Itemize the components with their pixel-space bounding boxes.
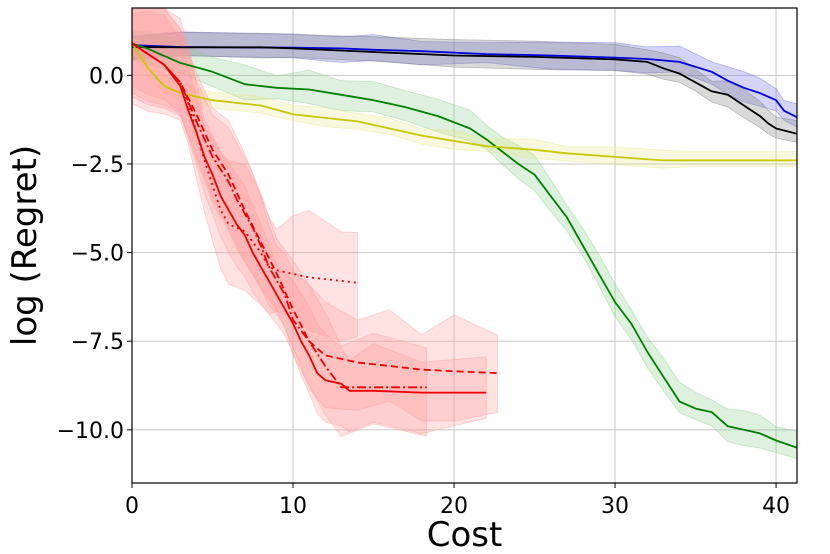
x-tick-label: 30 (601, 494, 629, 519)
x-tick-label: 10 (279, 494, 307, 519)
x-tick-label: 20 (440, 494, 468, 519)
x-tick-label: 0 (125, 494, 139, 519)
line-yellow (131, 42, 797, 162)
band-red-solid (131, 11, 487, 435)
band-red-dashdot (131, 7, 428, 437)
band-red-dotted (131, 7, 358, 342)
y-tick-label: −10.0 (57, 419, 124, 444)
line-green (131, 42, 798, 449)
plot-frame (131, 7, 798, 484)
line-black (131, 46, 798, 135)
y-tick-label: −2.5 (71, 153, 124, 178)
axis-ticks: 0 10 20 30 40 0.0 −2.5 −5.0 −7.5 −10.0 (57, 64, 790, 519)
y-tick-label: −7.5 (71, 330, 124, 355)
line-red-dashed (131, 42, 498, 374)
line-red-solid (131, 42, 487, 394)
y-axis-title: log (Regret) (5, 145, 45, 346)
y-tick-label: 0.0 (89, 64, 124, 89)
series-lines (131, 42, 798, 449)
band-red-dashed (131, 7, 498, 422)
y-tick-label: −5.0 (71, 242, 124, 267)
line-blue (131, 44, 798, 119)
x-tick-label: 40 (762, 494, 790, 519)
x-axis-title: Cost (427, 515, 503, 554)
grid (131, 8, 797, 483)
